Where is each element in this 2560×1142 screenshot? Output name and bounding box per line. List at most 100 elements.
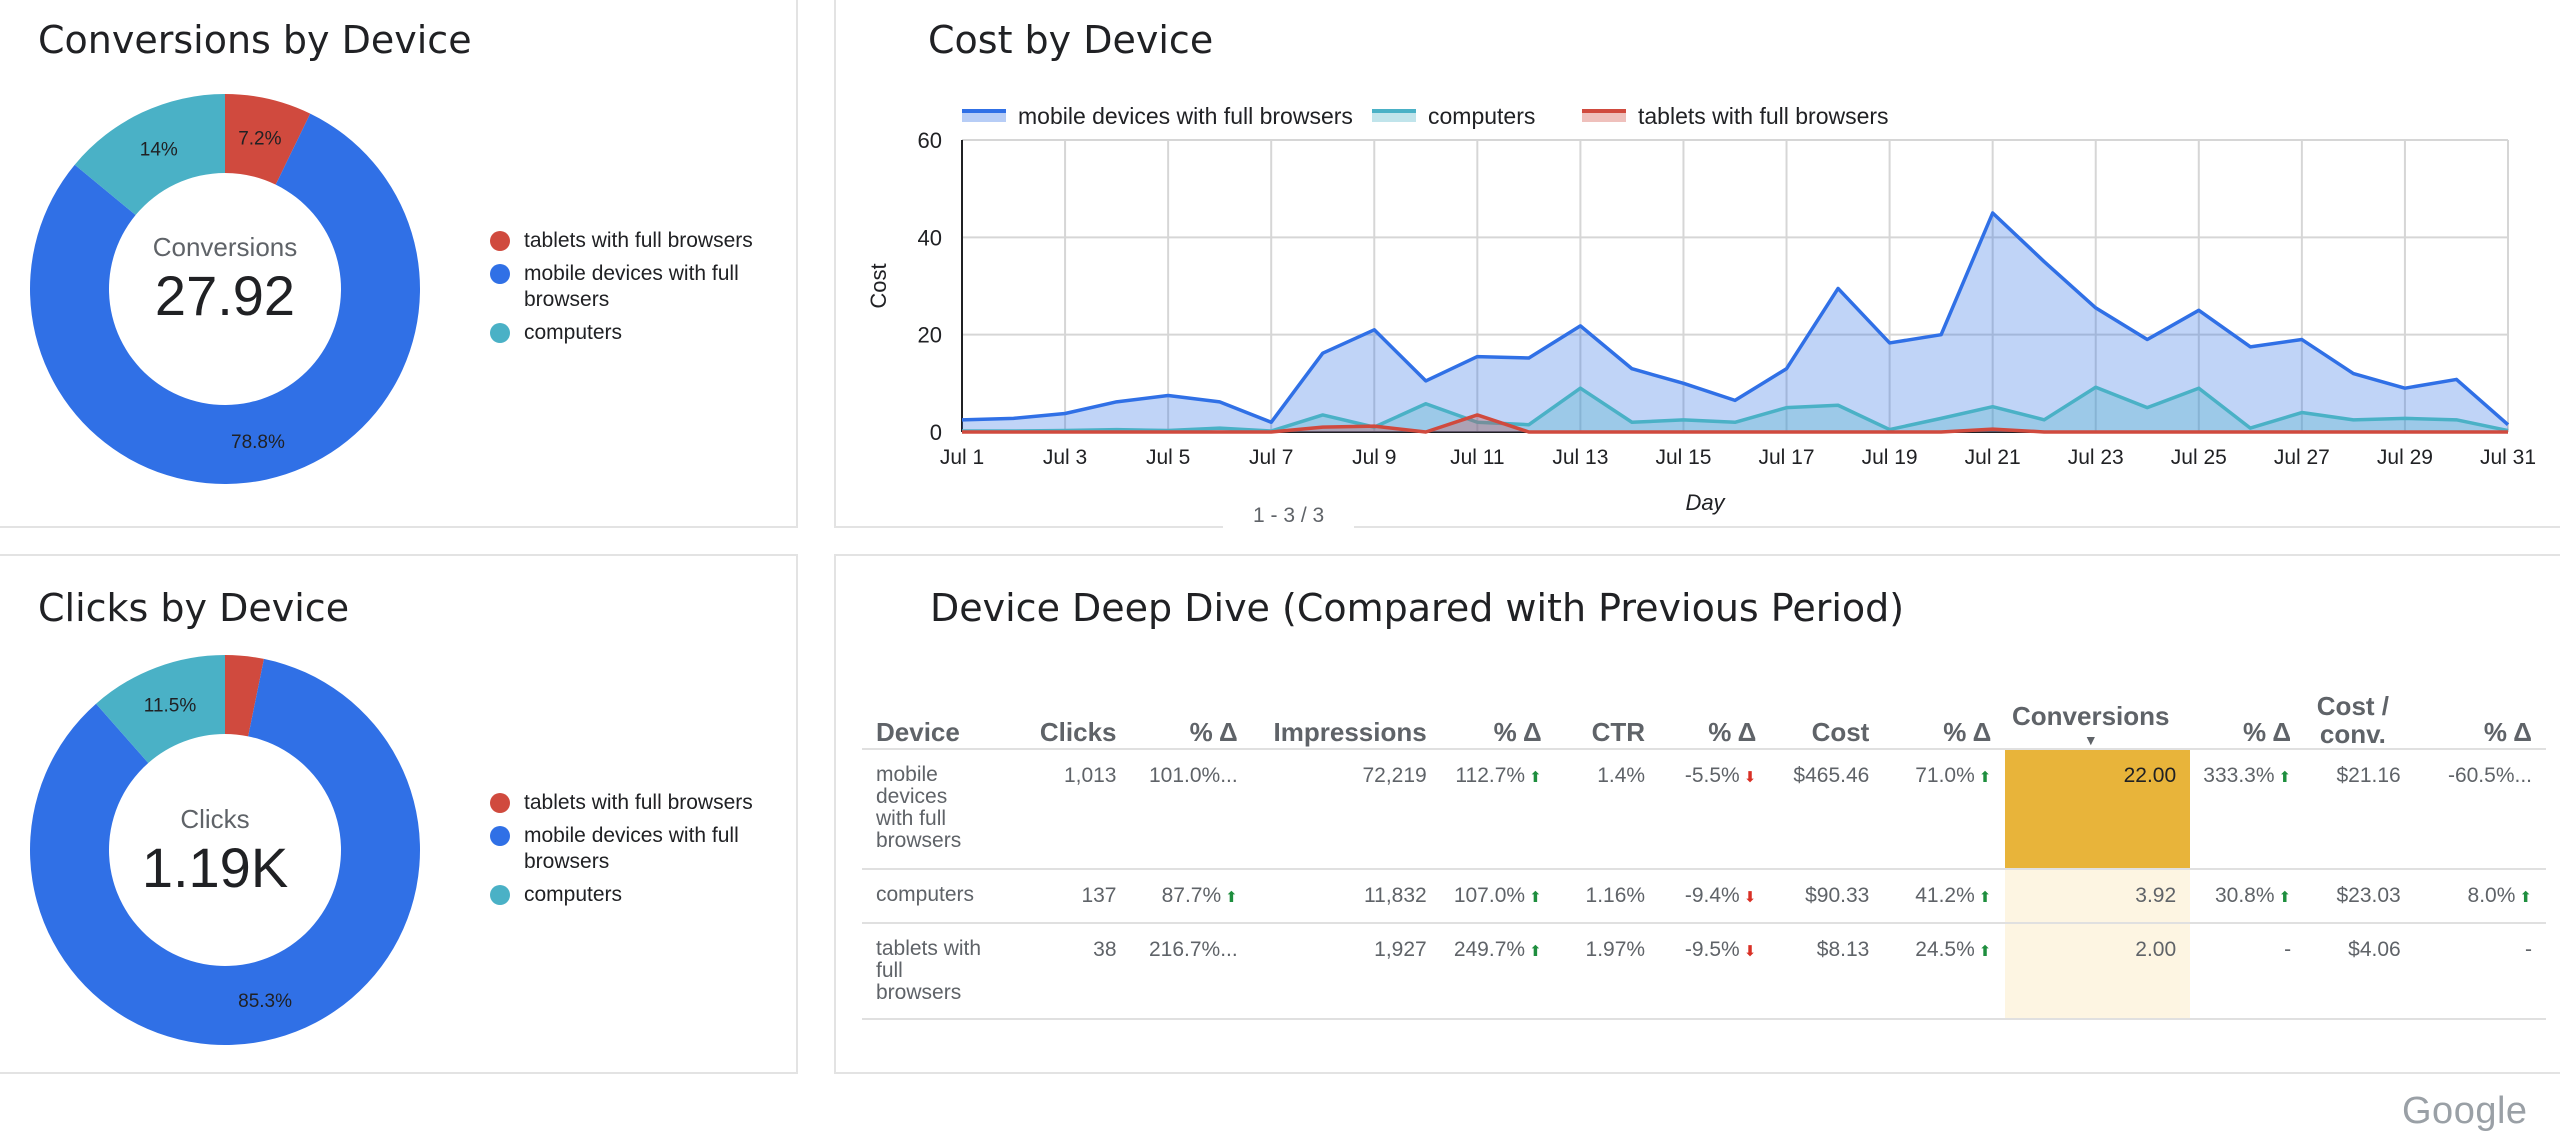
table-cell-clicks: 137 [1023, 869, 1131, 924]
table-cell-impressions: 72,219 [1251, 749, 1441, 870]
donut-slice-label: 11.5% [144, 696, 197, 717]
donut-slice-computers[interactable] [74, 94, 226, 216]
chart-legend-item-tablets[interactable]: tablets with full browsers [1582, 103, 1889, 129]
conversions-card-title: Conversions by Device [38, 18, 472, 62]
donut-slice-label: 78.8% [231, 432, 285, 453]
arrow-up-icon: ⬆ [1978, 769, 1992, 786]
series-line-computers[interactable] [962, 385, 2509, 433]
sort-descending-icon[interactable]: ▼ [2083, 732, 2098, 748]
deep-dive-title: Device Deep Dive (Compared with Previous… [930, 586, 1905, 630]
y-tick-label: 0 [930, 420, 942, 445]
legend-swatch [490, 323, 510, 343]
legend-label: computers [524, 883, 623, 906]
deep-dive-table: Device Clicks% Δ Impressions% Δ CTR% Δ Cost%… [862, 660, 2546, 1020]
table-cell-impr-delta: 249.7% ⬆ [1440, 923, 1556, 1020]
series-area-mobile[interactable] [962, 213, 2508, 432]
series-line-mobile[interactable] [961, 211, 2510, 427]
table-cell-conversions: 22.00 [2005, 749, 2191, 870]
table-cell-cpc: $23.03 [2305, 869, 2415, 924]
legend-item-mobile[interactable]: mobile devices with full browsers [490, 823, 739, 875]
table-cell-cost: $8.13 [1770, 923, 1884, 1020]
chart-legend-item-computers[interactable]: computers [1372, 103, 1535, 129]
device-name: tablets with full browsers [876, 937, 982, 1004]
column-header[interactable]: Cost / conv. [2305, 660, 2415, 750]
cell-value: 8.0% [2467, 884, 2516, 907]
y-tick-label: 60 [918, 128, 942, 153]
table-cell-device: computers [862, 869, 1024, 924]
legend-item-mobile[interactable]: mobile devices with full browsers [490, 261, 739, 313]
cell-value: 216.7%... [1149, 938, 1238, 961]
clicks-donut: 85.3% 11.5% [30, 655, 420, 1045]
table-cell-ctr-delta: -9.4% ⬇ [1659, 869, 1771, 924]
table-cell-cost: $90.33 [1770, 869, 1884, 924]
y-tick-label: 20 [918, 323, 942, 348]
table-cell-cpc: $4.06 [2305, 923, 2415, 1020]
chart-legend-item-mobile[interactable]: mobile devices with full browsers [962, 103, 1353, 129]
conversions-center: Conversions 27.92 [125, 232, 325, 328]
donut-slice-mobile[interactable] [30, 113, 420, 484]
column-header[interactable]: Clicks [1023, 660, 1131, 750]
arrow-up-icon: ⬆ [1225, 889, 1238, 906]
arrow-down-icon: ⬇ [1743, 889, 1757, 906]
column-header[interactable]: % Δ [1659, 660, 1771, 750]
donut-slice-label: 14% [140, 139, 178, 160]
cell-value: $21.16 [2336, 764, 2401, 787]
cell-value: 249.7% [1453, 938, 1526, 961]
column-header[interactable]: CTR [1555, 660, 1660, 750]
x-tick-label: Jul 23 [2068, 446, 2124, 469]
cell-value: $465.46 [1793, 764, 1870, 787]
cell-value: -60.5%... [2447, 764, 2532, 787]
column-header[interactable]: Cost [1770, 660, 1884, 750]
clicks-center-value: 1.19K [141, 836, 289, 899]
legend-item-tablets[interactable]: tablets with full browsers [490, 228, 753, 254]
cell-value: 38 [1093, 938, 1117, 961]
cell-value: -5.5% [1684, 764, 1740, 787]
arrow-up-icon: ⬆ [2519, 889, 2532, 906]
cost-chart-pager[interactable]: 1 - 3 / 3 [1223, 504, 1355, 528]
legend-label: computers [524, 321, 623, 344]
column-header[interactable]: % Δ [2190, 660, 2306, 750]
x-tick-label: Jul 19 [1862, 446, 1918, 469]
cell-value: $23.03 [2336, 884, 2401, 907]
arrow-up-icon: ⬆ [2278, 889, 2292, 906]
legend-item-tablets[interactable]: tablets with full browsers [490, 790, 753, 816]
column-header-conversions-sorted[interactable]: Conversions ▼ [2005, 660, 2191, 750]
donut-slice-tablets[interactable] [225, 655, 264, 737]
legend-item-computers[interactable]: computers [490, 320, 622, 346]
column-header[interactable]: % Δ [1883, 660, 2006, 750]
cell-value: 137 [1081, 884, 1117, 907]
table-row[interactable]: tablets with full browsers 38 216.7%... 1,9… [862, 923, 2546, 1020]
table-cell-ctr-delta: -9.5% ⬇ [1659, 923, 1771, 1020]
legend-item-computers[interactable]: computers [490, 882, 622, 908]
x-tick-label: Jul 17 [1759, 446, 1815, 469]
cell-value: 71.0% [1915, 764, 1975, 787]
y-axis-title: Cost [866, 263, 891, 308]
arrow-up-icon: ⬆ [1529, 943, 1542, 960]
table-cell-ctr: 1.16% [1555, 869, 1660, 924]
arrow-up-icon: ⬆ [1529, 889, 1542, 906]
column-header[interactable]: Device [862, 660, 1024, 750]
x-tick-label: Jul 29 [2377, 446, 2433, 469]
table-cell-impr-delta: 112.7% ⬆ [1440, 749, 1556, 870]
legend-label: mobile devices with full browsers [524, 262, 739, 311]
conversions-center-value: 27.92 [154, 264, 296, 327]
series-line-tablets[interactable] [962, 413, 2508, 434]
table-row[interactable]: computers 137 87.7% ⬆ 11,832 107.0% ⬆ 1.16% -9.4… [862, 869, 2546, 924]
legend-swatch [490, 231, 510, 251]
legend-swatch [490, 885, 510, 905]
table-cell-conv-delta: - [2190, 923, 2306, 1020]
column-header[interactable]: % Δ [1440, 660, 1556, 750]
donut-slice-computers[interactable] [96, 655, 225, 763]
donut-slice-mobile[interactable] [30, 658, 420, 1045]
column-header[interactable]: % Δ [2414, 660, 2546, 750]
column-header[interactable]: % Δ [1130, 660, 1252, 750]
column-header[interactable]: Impressions [1251, 660, 1441, 750]
table-cell-conversions: 2.00 [2005, 923, 2191, 1020]
x-tick-label: Jul 15 [1655, 446, 1711, 469]
donut-slice-tablets[interactable] [225, 94, 311, 185]
table-cell-cpc-delta: - [2414, 923, 2546, 1020]
table-row[interactable]: mobile devices with full browsers 1,013 10… [862, 749, 2546, 870]
x-tick-label: Jul 7 [1249, 446, 1293, 469]
legend-label: mobile devices with full browsers [1018, 103, 1353, 129]
table-cell-ctr: 1.97% [1555, 923, 1660, 1020]
